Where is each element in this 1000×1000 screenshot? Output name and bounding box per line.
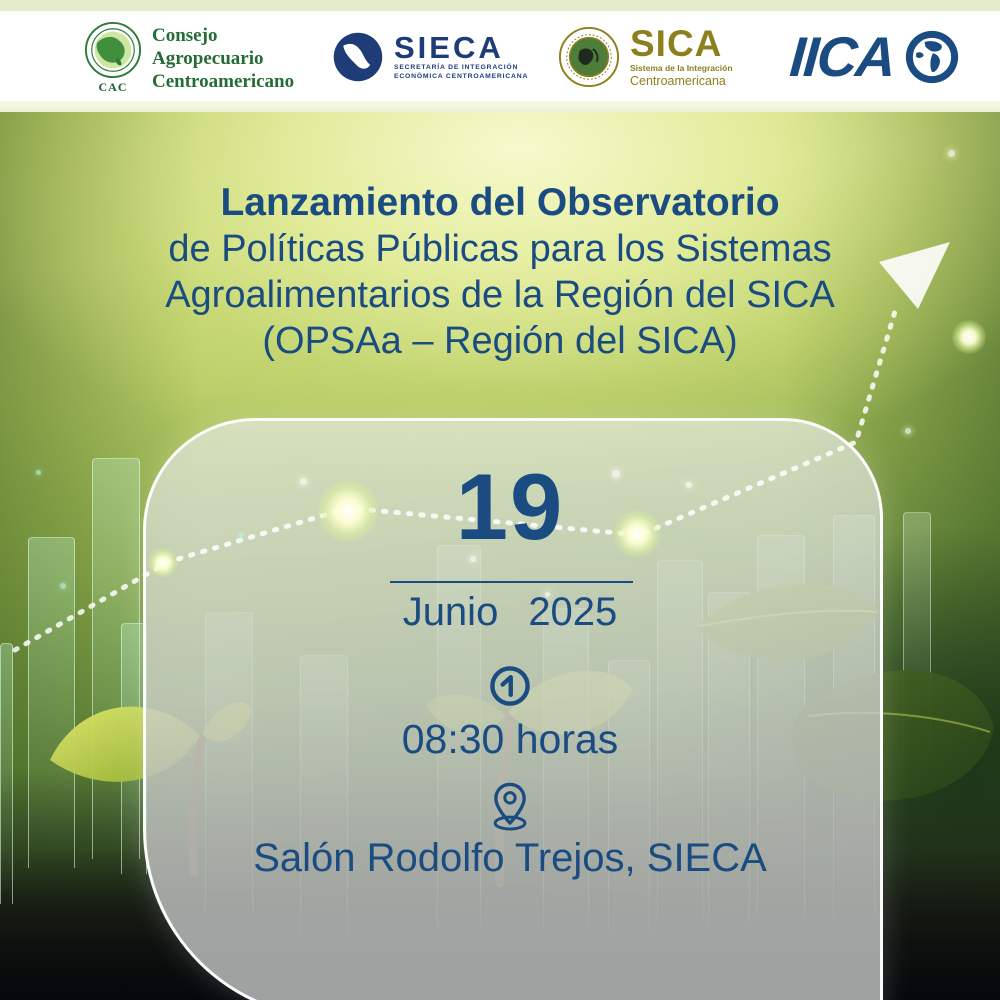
sieca-caption-1: SECRETARÍA DE INTEGRACIÓN [394, 64, 519, 71]
sieca-map-icon [333, 32, 383, 82]
chart-bar [0, 643, 13, 904]
event-month-year: Junio 2025 [143, 590, 877, 635]
event-time: 08:30 horas [401, 716, 619, 762]
date-divider [390, 581, 633, 583]
location-pin-icon [493, 782, 527, 831]
sica-caption-2: Centroamericana [630, 73, 726, 88]
title-line-1: Lanzamiento del Observatorio [220, 181, 780, 224]
title-line-2: de Políticas Públicas para los Sistemas [168, 228, 832, 270]
cac-seal: CAC [84, 21, 142, 95]
header-top-strip [0, 0, 1000, 11]
sica-caption-1: Sistema de la Integración [630, 62, 733, 73]
logo-iica: IICA [787, 25, 960, 88]
clock-icon [490, 666, 530, 706]
clock-icon-wrap [143, 664, 877, 708]
event-details: 19 Junio 2025 08:30 horas Salón Rodolfo … [143, 418, 877, 1000]
logo-cac: CAC Consejo Agropecuario Centroamericano [84, 21, 294, 95]
title-line-4: (OPSAa – Región del SICA) [262, 320, 738, 362]
logo-header: CAC Consejo Agropecuario Centroamericano… [0, 0, 1000, 112]
event-location: Salón Rodolfo Trejos, SIECA [253, 836, 767, 880]
event-title: Lanzamiento del Observatorio de Política… [0, 180, 1000, 364]
iica-globe-seal-icon [905, 30, 959, 84]
header-bottom-strip [0, 101, 1000, 112]
sieca-wordmark: SIECA [394, 30, 504, 65]
cac-name: Consejo Agropecuario Centroamericano [152, 24, 295, 92]
logo-row: CAC Consejo Agropecuario Centroamericano… [0, 11, 1000, 101]
iica-wordmark: IICA [787, 25, 897, 88]
cac-globe-icon [84, 21, 142, 79]
sica-wordmark: SICA [630, 22, 723, 64]
sica-seal-icon [558, 26, 620, 88]
sieca-caption-2: ECONÓMICA CENTROAMERICANA [394, 73, 529, 80]
pin-icon-wrap [143, 780, 877, 832]
event-year: 2025 [528, 590, 618, 634]
title-line-3: Agroalimentarios de la Región del SICA [165, 274, 835, 316]
cac-acronym: CAC [98, 80, 128, 94]
event-month: Junio [402, 590, 499, 634]
logo-sieca: SIECA SECRETARÍA DE INTEGRACIÓN ECONÓMIC… [332, 31, 528, 83]
logo-sica: SICA Sistema de la Integración Centroame… [558, 22, 733, 88]
event-day: 19 [455, 454, 565, 559]
